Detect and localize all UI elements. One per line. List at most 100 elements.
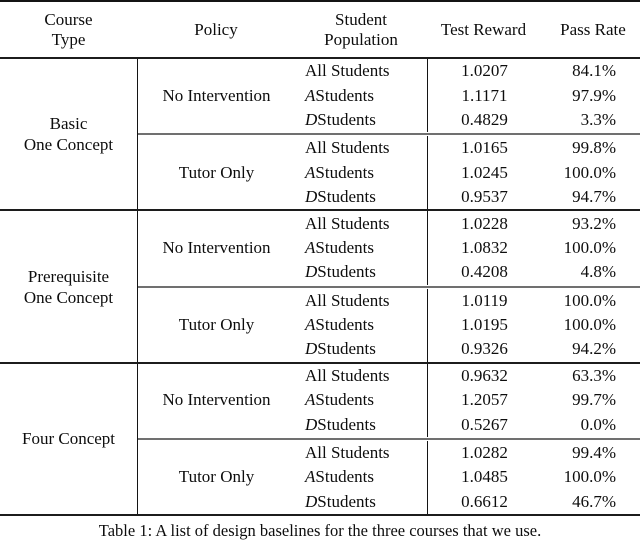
course-line2: One Concept [23,135,114,155]
policy-block-tutor-only: Tutor Only All Students 1.0165 99.8% A S… [138,136,640,210]
table-bottom-rule [0,514,640,517]
pass-rate-cell: 46.7% [572,491,616,511]
policy-rows: All Students 1.0165 99.8% A Students 1.0… [295,136,640,210]
grade-letter: D [305,339,318,359]
population-label: All Students [305,138,390,158]
pass-rate-cell: 100.0% [563,162,616,182]
header-policy-label: Policy [194,19,238,39]
pass-rate-cell: 100.0% [563,237,616,257]
population-label: Students [315,467,374,487]
course-type-cell: Four Concept [0,364,137,514]
course-type-cell: Basic One Concept [0,59,137,209]
pass-rate-cell: 99.4% [572,443,616,463]
table-row: D Students 0.6612 46.7% [295,489,640,515]
grade-letter: D [305,491,318,511]
grade-letter: A [305,85,316,105]
policy-rows: All Students 1.0207 84.1% A Students 1.1… [295,59,640,133]
student-population-cell: D Students [295,337,428,362]
pass-rate-cell: 84.1% [572,61,616,81]
student-population-cell: A Students [295,83,428,108]
group-four-concept: Four Concept No Intervention All Student… [0,361,640,515]
test-reward-cell: 0.4208 [461,262,508,282]
policy-divider-rule [138,133,640,136]
course-line1: Four Concept [21,429,116,449]
header-test-reward: Test Reward [427,20,540,40]
population-label: Students [317,414,376,434]
policy-block-tutor-only: Tutor Only All Students 1.0119 100.0% A … [138,288,640,362]
course-line2: One Concept [23,287,114,307]
student-population-cell: All Students [295,59,428,84]
table-row: D Students 0.9326 94.2% [295,337,640,362]
table-row: All Students 0.9632 63.3% [295,363,640,389]
grade-letter: A [305,237,316,257]
pass-rate-cell: 94.2% [572,339,616,359]
population-label: Students [317,187,376,207]
test-reward-cell: 1.0119 [461,290,508,310]
test-reward-cell: 1.0485 [461,467,508,487]
test-reward-cell: 0.6612 [461,491,508,511]
group-basic-one-concept: Basic One Concept No Intervention All St… [0,59,640,210]
test-reward-cell: 0.9537 [461,187,508,207]
student-population-cell: All Students [295,288,428,313]
header-policy: Policy [137,20,295,40]
student-population-cell: All Students [295,211,428,236]
student-population-cell: D Students [295,260,428,285]
pass-rate-cell: 100.0% [563,467,616,487]
pass-rate-cell: 97.9% [572,85,616,105]
population-label: Students [315,390,374,410]
student-population-cell: A Students [295,465,428,490]
table-header-row: Course Type Policy Student Population Te… [0,2,640,57]
student-population-cell: A Students [295,388,428,413]
test-reward-cell: 1.1171 [461,85,508,105]
grade-letter: D [305,262,318,282]
policy-cell: No Intervention [162,85,271,105]
pass-rate-cell: 99.8% [572,138,616,158]
group-prerequisite-one-concept: Prerequisite One Concept No Intervention… [0,209,640,362]
population-label: Students [315,85,374,105]
policy-cell: Tutor Only [178,162,255,182]
table-row: A Students 1.0195 100.0% [295,312,640,338]
test-reward-cell: 1.0195 [461,315,508,335]
grade-letter: A [305,467,316,487]
policy-rows: All Students 1.0282 99.4% A Students 1.0… [295,440,640,515]
policy-rows: All Students 1.0119 100.0% A Students 1.… [295,288,640,362]
header-course-type: Course Type [0,10,137,50]
population-label: All Students [305,290,390,310]
population-label: All Students [305,213,390,233]
population-label: Students [317,491,376,511]
test-reward-cell: 1.0165 [461,138,508,158]
population-label: Students [315,237,374,257]
baselines-table: Course Type Policy Student Population Te… [0,0,640,517]
table-row: D Students 0.9537 94.7% [295,184,640,210]
pass-rate-cell: 100.0% [563,315,616,335]
policy-rows: All Students 1.0228 93.2% A Students 1.0… [295,211,640,285]
test-reward-cell: 1.0207 [461,61,508,81]
course-line1: Basic [49,114,88,134]
student-population-cell: All Students [295,363,428,389]
header-pass-rate-label: Pass Rate [560,19,626,39]
policy-divider-rule [138,437,640,440]
test-reward-cell: 0.4829 [461,109,508,129]
policy-cell: No Intervention [162,390,271,410]
population-label: Students [317,262,376,282]
pass-rate-cell: 3.3% [580,109,616,129]
population-label: Students [315,162,374,182]
header-student-population-line1: Student [335,9,387,29]
population-label: Students [315,315,374,335]
population-label: Students [317,109,376,129]
policy-cell: Tutor Only [178,315,255,335]
table-row: A Students 1.1171 97.9% [295,83,640,108]
table-row: All Students 1.0207 84.1% [295,59,640,84]
pass-rate-cell: 4.8% [580,262,616,282]
test-reward-cell: 1.0228 [461,213,508,233]
policy-divider-rule [138,285,640,288]
student-population-cell: D Students [295,412,428,437]
student-population-cell: All Students [295,440,428,466]
pass-rate-cell: 93.2% [572,213,616,233]
policy-block-no-intervention: No Intervention All Students 1.0228 93.2… [138,211,640,285]
student-population-cell: All Students [295,136,428,161]
population-label: All Students [305,61,390,81]
test-reward-cell: 0.9326 [461,339,508,359]
policy-block-tutor-only: Tutor Only All Students 1.0282 99.4% A S… [138,440,640,515]
table-row: All Students 1.0119 100.0% [295,288,640,313]
